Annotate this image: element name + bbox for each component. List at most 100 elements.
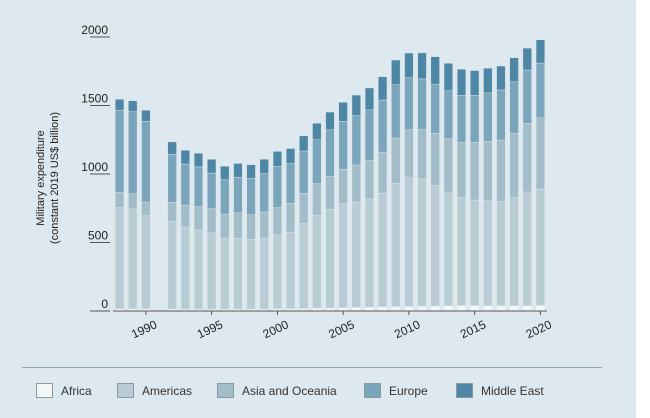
bar-segment-2003-americas	[312, 214, 322, 309]
bar-segment-2017-africa	[496, 305, 506, 312]
bar-segment-1993-middle-east	[180, 150, 190, 165]
bar-segment-2009-middle-east	[391, 59, 401, 85]
bar-segment-2019-africa	[522, 305, 532, 312]
bar-segment-2004-middle-east	[325, 111, 335, 131]
x-tick-label-2010: 2010	[392, 317, 422, 341]
y-axis-label-line1: Military expenditure	[35, 130, 47, 225]
bar-segment-2014-europe	[456, 95, 467, 143]
bar-segment-2009-americas	[391, 183, 401, 307]
bar-segment-2007-americas	[364, 198, 374, 308]
bar-segment-2011-middle-east	[417, 52, 427, 80]
bar-segment-2014-africa	[456, 305, 467, 312]
bar-segment-1999-middle-east	[259, 159, 269, 174]
bar-segment-2016-europe	[483, 92, 493, 142]
bar-segment-1998-europe	[246, 178, 256, 216]
bar-segment-2005-americas	[338, 203, 348, 308]
bar-segment-1993-asia-and-oceania	[180, 204, 190, 228]
legend-item-americas: Americas	[117, 383, 192, 398]
bar-segment-1997-middle-east	[233, 163, 243, 178]
bar-segment-1995-middle-east	[207, 159, 217, 174]
legend-divider	[22, 367, 602, 368]
bar-segment-2018-middle-east	[509, 57, 519, 82]
legend-label-europe: Europe	[389, 383, 428, 398]
bar-segment-2019-middle-east	[522, 47, 532, 71]
x-ticks-group: 1990 1995 2000 2005 2010 2015 2020	[129, 311, 554, 341]
bar-segment-2015-europe	[470, 95, 480, 143]
legend-label-americas: Americas	[142, 383, 193, 398]
bar-segment-1988-asia-and-oceania	[115, 192, 125, 208]
bar-segment-2005-europe	[338, 121, 348, 170]
bar-segment-2016-africa	[483, 305, 493, 312]
y-axis-label-line2: (constant 2019 US$ billion)	[49, 112, 61, 244]
bar-segment-1994-americas	[193, 229, 204, 310]
chart-plot: Military expenditure (constant 2019 US$ …	[35, 23, 554, 341]
bar-segment-2007-europe	[364, 109, 374, 161]
bar-segment-1994-asia-and-oceania	[193, 206, 204, 231]
bar-segment-2014-asia-and-oceania	[456, 142, 467, 198]
bar-segment-2012-middle-east	[430, 56, 440, 85]
bar-segment-2019-europe	[522, 69, 532, 124]
bar-segment-2013-asia-and-oceania	[443, 138, 453, 193]
bar-segment-1996-europe	[220, 179, 230, 215]
bar-segment-2013-africa	[443, 305, 453, 312]
bar-segment-2006-asia-and-oceania	[351, 164, 361, 203]
legend-label-asia-oceania: Asia and Oceania	[242, 383, 337, 398]
bar-segment-2010-asia-and-oceania	[404, 129, 414, 178]
bar-segment-1990-americas	[141, 215, 151, 310]
bar-segment-1989-americas	[128, 208, 138, 310]
bar-segment-2018-asia-and-oceania	[509, 132, 519, 198]
bar-segment-2011-asia-and-oceania	[417, 129, 427, 180]
bar-segment-1994-europe	[193, 166, 204, 207]
bar-segment-2002-middle-east	[299, 135, 309, 152]
bar-segment-2001-europe	[286, 163, 296, 204]
bar-segment-1996-asia-and-oceania	[220, 213, 230, 239]
bar-segment-2006-middle-east	[351, 94, 361, 116]
bar-segment-1992-europe	[167, 154, 177, 203]
bar-segment-1995-americas	[207, 232, 217, 310]
bar-segment-1994-middle-east	[193, 152, 204, 168]
bar-segment-1989-europe	[128, 111, 138, 195]
bar-segment-2007-africa	[364, 306, 374, 312]
bar-segment-1998-americas	[246, 239, 256, 310]
bar-segment-2005-middle-east	[338, 102, 348, 122]
legend-item-middle-east: Middle East	[456, 383, 544, 398]
bar-segment-1992-asia-and-oceania	[167, 202, 177, 222]
y-tick-label-0: 0	[101, 297, 108, 311]
bar-segment-2016-middle-east	[483, 67, 493, 93]
bar-segment-2007-middle-east	[364, 87, 374, 111]
bar-segment-2012-africa	[430, 305, 440, 312]
y-tick-label-2000: 2000	[81, 23, 108, 37]
bar-segment-2016-asia-and-oceania	[483, 141, 493, 201]
bar-segment-2020-africa	[535, 305, 545, 312]
bar-segment-2012-europe	[430, 83, 440, 134]
bar-segment-1999-asia-and-oceania	[259, 211, 269, 239]
bar-segment-2008-americas	[378, 192, 388, 308]
bar-segment-2002-europe	[299, 150, 309, 194]
bar-segment-2019-asia-and-oceania	[522, 123, 532, 193]
bar-segment-2017-asia-and-oceania	[496, 139, 506, 202]
bar-segment-2000-middle-east	[272, 151, 282, 167]
bar-segment-2006-europe	[351, 115, 361, 166]
y-tick-label-500: 500	[88, 229, 108, 243]
bar-segment-2008-africa	[378, 306, 388, 312]
bar-segment-2015-middle-east	[470, 70, 480, 96]
bar-segment-2011-europe	[417, 78, 427, 130]
legend-label-middle-east: Middle East	[481, 383, 544, 398]
bar-segment-2003-europe	[312, 139, 322, 184]
bar-segment-1995-asia-and-oceania	[207, 208, 217, 233]
bar-segment-1999-americas	[259, 237, 269, 310]
bar-segment-2020-middle-east	[535, 39, 545, 64]
bar-segment-2018-africa	[509, 305, 519, 312]
bar-segment-2001-asia-and-oceania	[286, 203, 296, 233]
bar-segment-1998-middle-east	[246, 164, 256, 179]
bar-segment-2004-europe	[325, 129, 335, 177]
legend-swatch-americas	[117, 383, 134, 398]
bar-segment-2000-asia-and-oceania	[272, 207, 282, 236]
bar-segment-2013-americas	[443, 191, 453, 306]
x-tick-label-2005: 2005	[326, 317, 356, 341]
legend-swatch-europe	[364, 383, 381, 398]
bar-segment-2010-middle-east	[404, 52, 414, 78]
x-tick-label-1995: 1995	[195, 317, 225, 341]
bar-segment-2017-europe	[496, 89, 506, 141]
bar-segment-2020-asia-and-oceania	[535, 117, 545, 190]
